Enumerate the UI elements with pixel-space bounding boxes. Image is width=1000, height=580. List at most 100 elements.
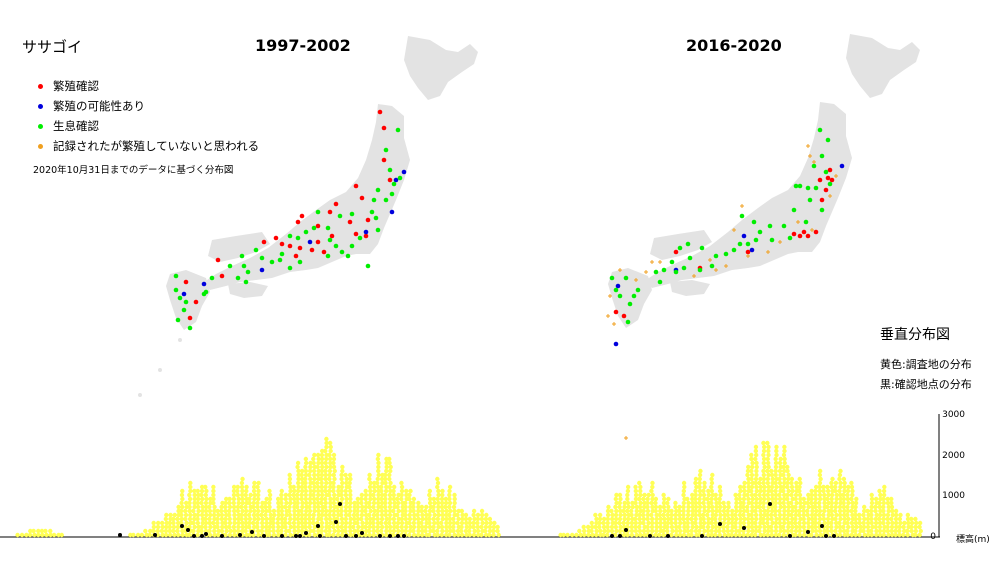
survey-site — [399, 496, 404, 502]
survey-site — [773, 500, 778, 506]
survey-site — [754, 464, 759, 470]
survey-site — [339, 508, 344, 514]
survey-site — [379, 512, 385, 518]
survey-site — [673, 516, 678, 522]
survey-site — [629, 524, 634, 530]
survey-site — [408, 504, 413, 510]
survey-site — [192, 500, 197, 506]
survey-site — [781, 528, 787, 534]
survey-site — [662, 520, 667, 526]
survey-site — [207, 504, 212, 510]
survey-site — [741, 500, 746, 506]
elevation-unit: 標高(m) — [956, 535, 990, 545]
survey-site — [754, 488, 759, 494]
survey-site — [255, 508, 261, 514]
survey-site — [710, 492, 715, 498]
survey-site — [734, 504, 739, 510]
found-site — [204, 532, 208, 536]
record-possible — [389, 209, 395, 215]
survey-site — [850, 512, 855, 518]
survey-site — [292, 496, 297, 502]
survey-site — [901, 528, 907, 534]
survey-site — [861, 520, 866, 526]
survey-site — [243, 512, 248, 518]
survey-site — [649, 524, 655, 530]
survey-site — [746, 512, 751, 518]
survey-site — [869, 504, 874, 510]
survey-site — [829, 524, 834, 530]
survey-site — [363, 492, 369, 498]
survey-site — [456, 532, 461, 538]
found-site — [788, 534, 792, 538]
survey-site — [690, 508, 695, 514]
survey-site — [307, 472, 312, 478]
survey-site — [909, 524, 914, 530]
survey-site — [717, 504, 723, 510]
survey-site — [324, 452, 329, 458]
survey-site — [203, 484, 208, 490]
survey-site — [697, 488, 703, 494]
survey-site — [471, 520, 476, 526]
survey-site — [878, 496, 883, 502]
survey-site — [701, 492, 707, 498]
survey-site — [311, 460, 316, 466]
record-non-breeding — [612, 322, 616, 326]
survey-site — [327, 468, 333, 474]
found-site — [820, 524, 824, 528]
survey-site — [745, 532, 751, 538]
survey-site — [292, 488, 297, 494]
survey-site — [817, 528, 823, 534]
survey-site — [459, 508, 465, 514]
survey-site — [693, 516, 698, 522]
record-present — [677, 245, 683, 251]
survey-site — [48, 532, 53, 538]
record-non-breeding — [828, 194, 832, 198]
survey-site — [845, 492, 850, 498]
survey-site — [467, 520, 472, 526]
survey-site — [746, 500, 751, 506]
survey-site — [215, 524, 220, 530]
record-present — [187, 325, 193, 331]
survey-site — [495, 524, 500, 530]
survey-site — [650, 520, 655, 526]
elevation-tick-3000: 3000 — [942, 410, 965, 420]
survey-site — [175, 528, 180, 534]
survey-site — [773, 472, 778, 478]
survey-site — [726, 504, 731, 510]
survey-site — [846, 500, 851, 506]
record-present — [373, 215, 379, 221]
record-possible — [741, 233, 747, 239]
survey-site — [284, 500, 289, 506]
survey-site — [255, 484, 260, 490]
survey-site — [741, 484, 747, 490]
survey-site — [777, 496, 783, 502]
survey-site — [749, 500, 755, 506]
survey-site — [797, 484, 802, 490]
survey-site — [714, 500, 719, 506]
survey-site — [709, 488, 714, 494]
record-non-breeding — [808, 154, 812, 158]
survey-site — [794, 500, 799, 506]
survey-site — [781, 468, 787, 474]
survey-site — [295, 500, 300, 506]
survey-site — [319, 516, 324, 522]
survey-site — [634, 508, 639, 514]
survey-site — [455, 520, 460, 526]
survey-site — [837, 524, 843, 530]
survey-site — [279, 516, 285, 522]
survey-site — [328, 496, 333, 502]
survey-site — [841, 524, 846, 530]
record-non-breeding — [650, 260, 654, 264]
survey-site — [259, 528, 265, 534]
record-non-breeding — [658, 260, 662, 264]
found-site — [250, 530, 254, 534]
survey-site — [187, 492, 192, 498]
survey-site — [371, 496, 377, 502]
survey-site — [328, 460, 333, 466]
survey-site — [324, 436, 329, 442]
record-present — [311, 225, 317, 231]
survey-site — [339, 472, 344, 478]
record-non-breeding — [618, 268, 622, 272]
survey-site — [790, 516, 795, 522]
survey-site — [913, 528, 919, 534]
